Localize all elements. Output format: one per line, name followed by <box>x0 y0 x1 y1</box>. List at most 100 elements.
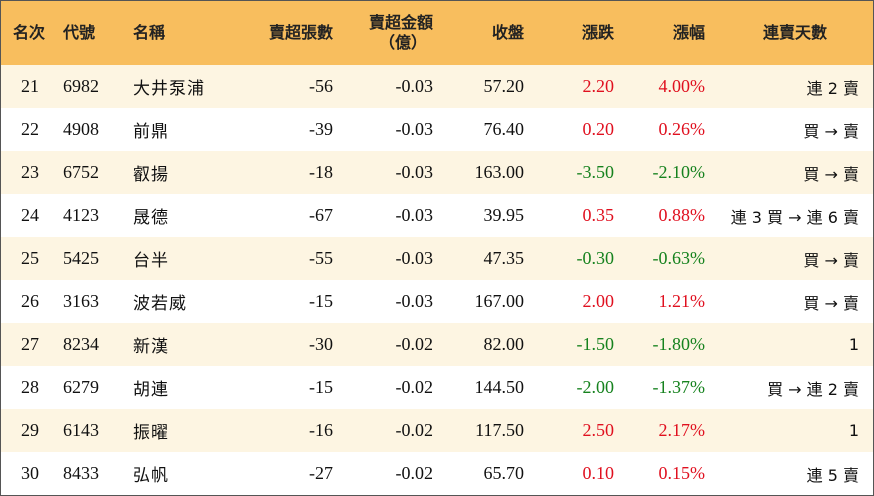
header-row: 名次 代號 名稱 賣超張數 賣超金額 （億） 收盤 漲跌 漲幅 連賣天數 <box>1 1 873 65</box>
code-cell: 6752 <box>63 162 99 182</box>
name-cell: 波若威 <box>133 294 187 314</box>
table-row: 25 5425 台半 -55 -0.03 47.35 -0.30 -0.63% 買 → 賣 <box>1 237 873 280</box>
close-cell: 57.20 <box>483 76 525 96</box>
streak-cell: 1 <box>848 421 859 440</box>
table-body: 21 6982 大井泵浦 -56 -0.03 57.20 2.20 4.00% 連 2 賣 22 4… <box>1 65 873 495</box>
header-sell-lots: 賣超張數 <box>268 23 333 42</box>
rank-cell: 30 <box>21 463 39 483</box>
change-cell: -3.50 <box>576 162 615 182</box>
rank-cell: 22 <box>21 119 39 139</box>
close-cell: 82.00 <box>483 334 525 354</box>
close-cell: 163.00 <box>474 162 525 182</box>
table-row: 24 4123 晟德 -67 -0.03 39.95 0.35 0.88% 連 3 買 → 連 … <box>1 194 873 237</box>
close-cell: 76.40 <box>483 119 525 139</box>
close-cell: 144.50 <box>474 377 525 397</box>
change-cell: 2.50 <box>582 420 615 440</box>
change-cell: -0.30 <box>576 248 615 268</box>
sell-lots-cell: -55 <box>309 248 333 268</box>
header-sell-amount-line2: （億） <box>378 33 427 52</box>
name-cell: 台半 <box>133 251 169 271</box>
change-cell: -2.00 <box>576 377 615 397</box>
name-cell: 晟德 <box>133 208 169 228</box>
header-sell-amount-line1: 賣超金額 <box>368 13 433 32</box>
name-cell: 胡連 <box>133 380 169 400</box>
close-cell: 39.95 <box>483 205 525 225</box>
name-cell: 新漢 <box>133 337 169 357</box>
sell-amount-cell: -0.03 <box>395 162 434 182</box>
header-change: 漲跌 <box>581 23 614 42</box>
table-row: 21 6982 大井泵浦 -56 -0.03 57.20 2.20 4.00% 連 2 賣 <box>1 65 873 108</box>
change-pct-cell: 0.88% <box>658 205 706 225</box>
table-row: 29 6143 振曜 -16 -0.02 117.50 2.50 2.17% 1 <box>1 409 873 452</box>
code-cell: 8234 <box>63 334 99 354</box>
sell-lots-cell: -15 <box>309 291 333 311</box>
streak-cell: 買 → 賣 <box>803 121 859 141</box>
sell-amount-cell: -0.03 <box>395 291 434 311</box>
sell-amount-cell: -0.03 <box>395 119 434 139</box>
close-cell: 47.35 <box>483 248 525 268</box>
table-row: 28 6279 胡連 -15 -0.02 144.50 -2.00 -1.37% 買 → 連 2… <box>1 366 873 409</box>
code-cell: 6143 <box>63 420 99 440</box>
streak-cell: 連 5 賣 <box>806 465 859 485</box>
name-cell: 大井泵浦 <box>133 79 205 99</box>
streak-cell: 買 → 賣 <box>803 164 859 184</box>
change-pct-cell: -1.80% <box>652 334 706 354</box>
name-cell: 前鼎 <box>133 122 169 142</box>
sell-amount-cell: -0.03 <box>395 205 434 225</box>
code-cell: 4123 <box>63 205 99 225</box>
close-cell: 167.00 <box>474 291 525 311</box>
header-name: 名稱 <box>133 23 166 42</box>
rank-cell: 23 <box>21 162 39 182</box>
streak-cell: 連 2 賣 <box>806 78 859 98</box>
sell-amount-cell: -0.02 <box>395 420 434 440</box>
streak-cell: 買 → 連 2 賣 <box>767 379 859 399</box>
table-row: 30 8433 弘帆 -27 -0.02 65.70 0.10 0.15% 連 5 賣 <box>1 452 873 495</box>
table-row: 27 8234 新漢 -30 -0.02 82.00 -1.50 -1.80% 1 <box>1 323 873 366</box>
table-row: 23 6752 叡揚 -18 -0.03 163.00 -3.50 -2.10% 買 → 賣 <box>1 151 873 194</box>
streak-cell: 1 <box>848 335 859 354</box>
sell-amount-cell: -0.02 <box>395 334 434 354</box>
name-cell: 振曜 <box>133 423 169 443</box>
sell-amount-cell: -0.03 <box>395 76 434 96</box>
change-pct-cell: 1.21% <box>658 291 706 311</box>
sell-amount-cell: -0.02 <box>395 463 434 483</box>
code-cell: 6279 <box>63 377 99 397</box>
header-code: 代號 <box>63 23 96 42</box>
sell-lots-cell: -27 <box>309 463 333 483</box>
change-cell: 2.20 <box>582 76 615 96</box>
change-pct-cell: 0.26% <box>658 119 706 139</box>
header-change-pct: 漲幅 <box>672 23 705 42</box>
change-cell: 0.20 <box>582 119 615 139</box>
sell-amount-cell: -0.03 <box>395 248 434 268</box>
table-row: 26 3163 波若威 -15 -0.03 167.00 2.00 1.21% 買 → 賣 <box>1 280 873 323</box>
change-pct-cell: 0.15% <box>658 463 706 483</box>
code-cell: 8433 <box>63 463 99 483</box>
rank-cell: 21 <box>21 76 39 96</box>
name-cell: 叡揚 <box>133 165 169 185</box>
sell-lots-cell: -18 <box>309 162 333 182</box>
code-cell: 6982 <box>63 76 99 96</box>
close-cell: 117.50 <box>475 420 524 440</box>
sell-lots-cell: -56 <box>309 76 333 96</box>
streak-cell: 連 3 買 → 連 6 賣 <box>730 207 859 227</box>
rank-cell: 24 <box>21 205 39 225</box>
sell-lots-cell: -67 <box>309 205 333 225</box>
change-pct-cell: 2.17% <box>658 420 706 440</box>
streak-cell: 買 → 賣 <box>803 293 859 313</box>
header-rank: 名次 <box>13 23 46 42</box>
change-pct-cell: -0.63% <box>652 248 706 268</box>
header-sell-amount: 賣超金額 （億） <box>333 1 433 65</box>
sell-lots-cell: -30 <box>309 334 333 354</box>
rank-cell: 28 <box>21 377 39 397</box>
rank-cell: 26 <box>21 291 39 311</box>
change-cell: 2.00 <box>582 291 615 311</box>
change-pct-cell: -2.10% <box>652 162 706 182</box>
change-cell: -1.50 <box>576 334 615 354</box>
name-cell: 弘帆 <box>133 466 169 486</box>
header-streak: 連賣天數 <box>762 23 827 42</box>
sell-lots-cell: -39 <box>309 119 333 139</box>
sell-lots-cell: -16 <box>309 420 333 440</box>
rank-cell: 25 <box>21 248 39 268</box>
